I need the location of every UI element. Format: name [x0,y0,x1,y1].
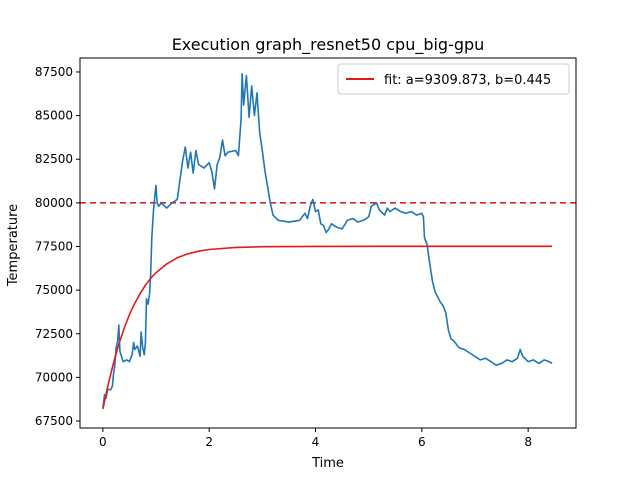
y-axis-label: Temperature [6,204,21,287]
y-tick-label: 85000 [35,109,73,123]
x-tick-label: 0 [99,435,107,449]
y-tick-label: 70000 [35,370,73,384]
series-line-fit [102,245,553,409]
series-layer [102,72,553,409]
x-axis-label: Time [311,456,344,471]
series-line-measured [102,72,553,409]
y-tick-label: 87500 [35,65,73,79]
x-tick-label: 6 [418,435,426,449]
y-tick-label: 82500 [35,152,73,166]
y-tick-label: 77500 [35,239,73,253]
y-tick-label: 67500 [35,414,73,428]
y-tick-label: 80000 [35,196,73,210]
plot-area: 0 2 4 6 8 67500 70000 72500 75000 77500 80000 82500… [35,57,577,449]
x-tick-label: 8 [524,435,532,449]
plot-frame [79,57,577,429]
x-tick-label: 2 [205,435,213,449]
legend-fit-label: fit: a=9309.873, b=0.445 [384,73,551,88]
x-tick-label: 4 [312,435,320,449]
ticks-layer: 0 2 4 6 8 67500 70000 72500 75000 77500 80000 82500… [35,65,532,449]
chart-title: Execution graph_resnet50 cpu_big-gpu [172,35,485,55]
legend: fit: a=9309.873, b=0.445 [337,63,570,95]
legend-box [337,63,570,95]
y-tick-label: 72500 [35,327,73,341]
y-tick-label: 75000 [35,283,73,297]
